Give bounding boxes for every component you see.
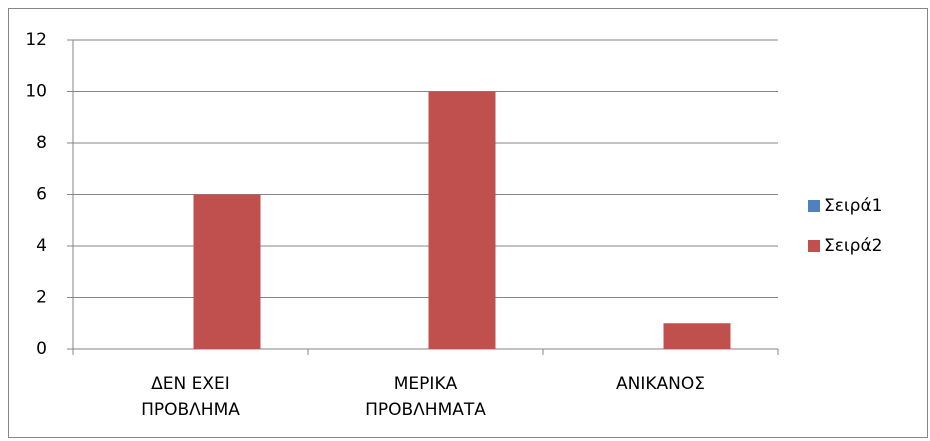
y-tick-label: 2 <box>36 288 47 308</box>
bar <box>428 91 496 349</box>
legend-label: Σειρά1 <box>824 196 883 216</box>
y-tick-label: 6 <box>36 185 47 205</box>
y-tick-label: 4 <box>36 236 47 256</box>
y-tick-label: 12 <box>25 30 47 50</box>
y-tick-label: 10 <box>25 82 47 102</box>
y-tick-label: 8 <box>36 133 47 153</box>
legend-swatch <box>808 200 820 212</box>
x-tick-label: ΔΕΝ ΕΧΕΙ ΠΡΟΒΛΗΜΑ <box>141 374 240 420</box>
x-tick-label: ΑΝΙΚΑΝΟΣ <box>616 374 705 394</box>
bar <box>663 323 731 349</box>
legend-swatch <box>808 240 820 252</box>
y-tick-label: 0 <box>36 339 47 359</box>
legend-label: Σειρά2 <box>824 236 883 256</box>
bar <box>193 194 261 349</box>
x-tick-label: ΜΕΡΙΚΑ ΠΡΟΒΛΗΜΑΤΑ <box>365 374 486 420</box>
